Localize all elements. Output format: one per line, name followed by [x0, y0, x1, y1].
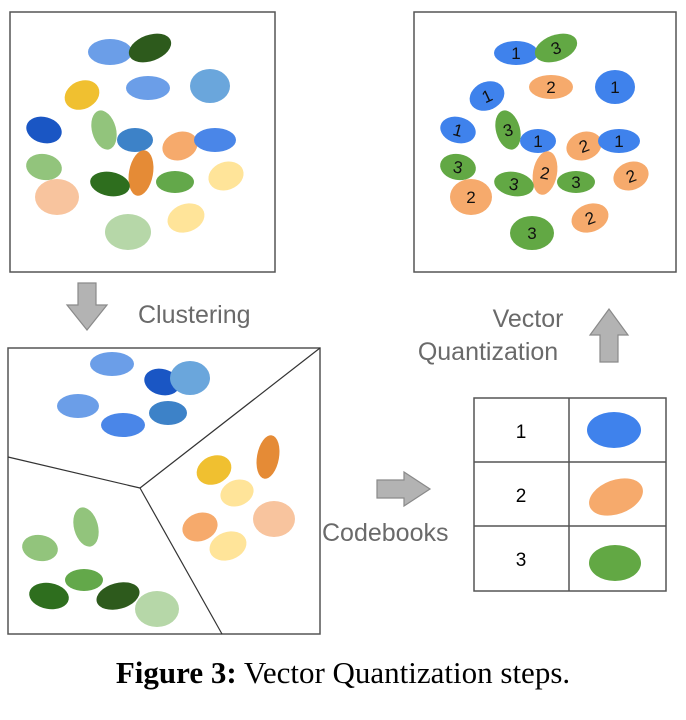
point — [253, 501, 295, 537]
point — [22, 534, 58, 562]
quantized-point — [598, 129, 640, 153]
quantized-point-label: 3 — [571, 173, 580, 192]
point — [26, 153, 62, 181]
point — [208, 161, 244, 191]
quantized-point — [494, 171, 534, 197]
point — [167, 203, 205, 233]
point — [96, 582, 140, 610]
clustering-label: Clustering — [138, 301, 251, 329]
point — [73, 507, 99, 547]
point — [156, 171, 194, 193]
codebook-centroid — [589, 545, 641, 581]
point — [126, 76, 170, 100]
point — [101, 413, 145, 437]
quantized-point — [566, 131, 602, 161]
point — [117, 128, 153, 152]
codebook-table: 1 2 3 — [473, 397, 667, 592]
quantized-point — [440, 153, 476, 181]
quantized-point — [534, 33, 578, 63]
quantized-point-label: 2 — [539, 163, 552, 183]
quantized-point — [571, 203, 609, 233]
point — [57, 394, 99, 418]
quantized-point — [469, 81, 505, 111]
blue-cluster — [57, 352, 210, 437]
point — [128, 33, 172, 63]
codebook-row-3: 3 — [516, 545, 641, 581]
codebook-id: 1 — [516, 422, 527, 443]
codebooks-label: Codebooks — [322, 519, 448, 547]
point — [149, 401, 187, 425]
quantized-point — [595, 70, 635, 104]
quantized-point — [532, 151, 558, 195]
quantized-point — [510, 216, 554, 250]
point — [65, 569, 103, 591]
vq-label-line1: Vector — [493, 305, 564, 333]
point — [194, 128, 236, 152]
quantized-point-label: 1 — [614, 132, 623, 151]
quantized-point-label: 3 — [527, 224, 536, 243]
point — [90, 352, 134, 376]
point — [128, 150, 154, 196]
point — [90, 171, 130, 197]
quantized-point — [520, 129, 556, 153]
quantized-point — [450, 179, 492, 215]
point — [162, 131, 198, 161]
point — [135, 591, 179, 627]
point — [26, 116, 62, 144]
codebook-id: 2 — [516, 486, 527, 507]
point — [182, 512, 218, 542]
quantized-point-label: 3 — [452, 157, 465, 177]
point — [105, 214, 151, 250]
quantized-point-label: 2 — [466, 188, 475, 207]
vq-label-line2: Quantization — [418, 338, 558, 366]
quantized-point-label: 1 — [610, 78, 619, 97]
quantized-point — [440, 116, 476, 144]
codebook-centroid — [587, 412, 641, 448]
quantized-point — [613, 161, 649, 191]
orange-cluster — [182, 435, 295, 561]
codebook-row-2: 2 — [516, 478, 643, 516]
point — [220, 479, 254, 507]
codebook-row-1: 1 — [516, 412, 641, 448]
quantized-point-label: 3 — [508, 174, 521, 194]
quantized-point-label: 1 — [511, 44, 520, 63]
quantized-point — [495, 110, 521, 150]
vq-arrow — [588, 307, 630, 363]
codebook-centroid — [589, 478, 643, 516]
raw-points — [26, 33, 244, 250]
caption-text: Vector Quantization steps. — [236, 655, 571, 690]
point — [209, 531, 247, 561]
point — [64, 80, 100, 110]
point — [88, 39, 132, 65]
point — [170, 361, 210, 395]
figure-caption: Figure 3: Vector Quantization steps. — [0, 655, 686, 691]
quantized-point — [557, 171, 595, 193]
codebooks-arrow — [376, 470, 432, 508]
point — [35, 179, 79, 215]
partition-lines — [7, 347, 321, 635]
green-cluster — [22, 507, 179, 627]
point — [29, 582, 69, 610]
point — [91, 110, 117, 150]
point — [190, 69, 230, 103]
clustering-arrow — [65, 282, 109, 331]
point — [196, 455, 232, 485]
clustered-panel — [7, 347, 321, 635]
codebook-id: 3 — [516, 550, 527, 571]
quantized-point-label: 1 — [533, 132, 542, 151]
point — [256, 435, 280, 479]
quantized-point — [494, 41, 538, 65]
quantized-point — [529, 75, 573, 99]
quantized-point-label: 2 — [546, 78, 555, 97]
caption-prefix: Figure 3: — [115, 655, 237, 690]
